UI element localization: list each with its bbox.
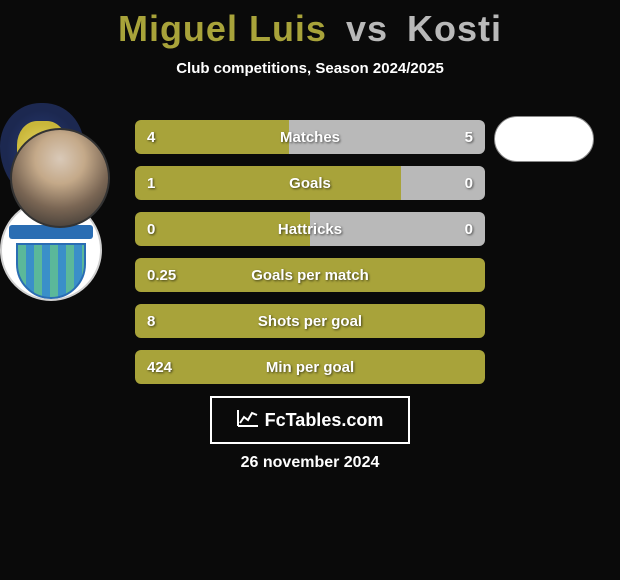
chart-icon <box>237 409 259 432</box>
footer-date: 26 november 2024 <box>0 454 620 472</box>
subtitle: Club competitions, Season 2024/2025 <box>0 60 620 77</box>
stat-label: Min per goal <box>266 359 354 376</box>
stat-row: 0.25 Goals per match <box>135 258 485 292</box>
player1-photo <box>10 128 110 228</box>
stat-value-right: 5 <box>465 129 473 146</box>
stat-label: Hattricks <box>278 221 342 238</box>
stat-label: Goals per match <box>251 267 369 284</box>
stat-label: Shots per goal <box>258 313 362 330</box>
stat-label: Goals <box>289 175 331 192</box>
stat-value-right: 0 <box>465 221 473 238</box>
stat-value-left: 4 <box>147 129 155 146</box>
page-title: Miguel Luis vs Kosti <box>0 0 620 50</box>
stat-row: 1 Goals 0 <box>135 166 485 200</box>
infographic-container: Miguel Luis vs Kosti Club competitions, … <box>0 0 620 580</box>
vs-separator: vs <box>346 8 388 49</box>
stat-value-left: 8 <box>147 313 155 330</box>
bar-left <box>135 166 401 200</box>
player1-name: Miguel Luis <box>118 8 327 49</box>
stat-row: 424 Min per goal <box>135 350 485 384</box>
badge-stripes-icon <box>16 243 86 299</box>
brand-text: FcTables.com <box>265 410 384 431</box>
stat-value-left: 0.25 <box>147 267 176 284</box>
player2-name: Kosti <box>407 8 502 49</box>
stat-value-left: 424 <box>147 359 172 376</box>
stat-row: 0 Hattricks 0 <box>135 212 485 246</box>
brand-box: FcTables.com <box>210 396 410 444</box>
stat-row: 8 Shots per goal <box>135 304 485 338</box>
stats-panel: 4 Matches 5 1 Goals 0 0 Hattricks 0 0.25 Goals per… <box>135 120 485 396</box>
stat-row: 4 Matches 5 <box>135 120 485 154</box>
stat-value-left: 1 <box>147 175 155 192</box>
bar-left <box>135 120 289 154</box>
stat-value-right: 0 <box>465 175 473 192</box>
stat-label: Matches <box>280 129 340 146</box>
stat-value-left: 0 <box>147 221 155 238</box>
player2-photo <box>494 116 594 162</box>
